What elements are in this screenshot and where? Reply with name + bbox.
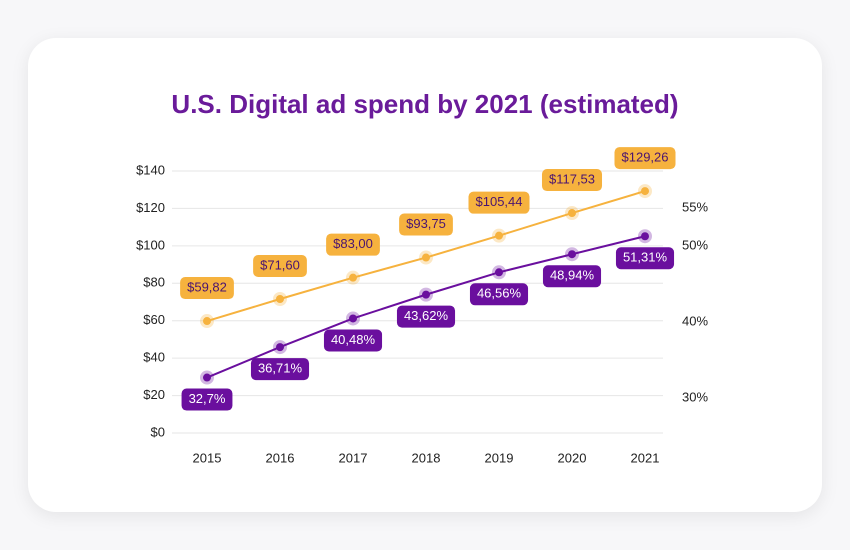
label-bg bbox=[396, 305, 456, 328]
value-label: $117,53 bbox=[549, 171, 595, 186]
value-label: 46,56% bbox=[477, 286, 522, 301]
value-label: 48,94% bbox=[550, 268, 595, 283]
value-label: 40,48% bbox=[331, 332, 376, 347]
value-label: $83,00 bbox=[333, 236, 373, 251]
data-point bbox=[273, 340, 287, 355]
y-tick-label: $0 bbox=[151, 424, 165, 439]
x-tick-label: 2021 bbox=[631, 450, 660, 465]
value-label: 36,71% bbox=[258, 361, 303, 376]
y-tick-label: $120 bbox=[136, 200, 165, 215]
label-bg bbox=[180, 277, 234, 300]
label-bg bbox=[399, 213, 453, 236]
x-tick-label: 2019 bbox=[485, 450, 514, 465]
label-bg bbox=[326, 233, 380, 256]
value-label: 32,7% bbox=[189, 391, 226, 406]
value-label: $105,44 bbox=[476, 194, 523, 209]
value-label: $59,82 bbox=[187, 279, 227, 294]
data-point bbox=[200, 314, 214, 329]
value-label: $93,75 bbox=[406, 216, 446, 231]
y2-tick-label: 50% bbox=[682, 238, 708, 253]
data-point bbox=[346, 311, 360, 326]
y-tick-label: $80 bbox=[143, 275, 165, 290]
x-tick-label: 2017 bbox=[339, 450, 368, 465]
data-point bbox=[419, 287, 433, 302]
label-bg bbox=[250, 358, 310, 381]
y2-tick-label: 30% bbox=[682, 390, 708, 405]
data-point bbox=[492, 228, 506, 243]
value-label: $129,26 bbox=[622, 150, 669, 165]
value-label: 43,62% bbox=[404, 308, 449, 323]
data-point bbox=[273, 292, 287, 307]
data-point bbox=[638, 229, 652, 244]
y-tick-label: $60 bbox=[143, 312, 165, 327]
y2-tick-label: 40% bbox=[682, 314, 708, 329]
y-tick-label: $140 bbox=[136, 162, 165, 177]
data-point bbox=[200, 370, 214, 385]
y-tick-label: $20 bbox=[143, 387, 165, 402]
value-label: 51,31% bbox=[623, 250, 668, 265]
label-bg bbox=[181, 388, 233, 411]
data-point bbox=[419, 250, 433, 265]
x-tick-label: 2020 bbox=[558, 450, 587, 465]
label-bg bbox=[323, 329, 383, 352]
data-point bbox=[492, 265, 506, 280]
y2-tick-label: 55% bbox=[682, 200, 708, 215]
label-bg bbox=[614, 147, 676, 170]
label-bg bbox=[542, 265, 602, 288]
y-tick-label: $100 bbox=[136, 237, 165, 252]
x-tick-label: 2015 bbox=[193, 450, 222, 465]
y-tick-label: $40 bbox=[143, 350, 165, 365]
label-bg bbox=[469, 283, 529, 306]
chart-title: U.S. Digital ad spend by 2021 (estimated… bbox=[171, 89, 678, 119]
x-tick-label: 2018 bbox=[412, 450, 441, 465]
data-point bbox=[638, 184, 652, 199]
label-bg bbox=[541, 169, 603, 192]
label-bg bbox=[615, 247, 675, 270]
value-label: $71,60 bbox=[260, 257, 300, 272]
data-point bbox=[565, 247, 579, 262]
x-tick-label: 2016 bbox=[266, 450, 295, 465]
data-point bbox=[565, 206, 579, 221]
data-point bbox=[346, 270, 360, 285]
label-bg bbox=[468, 191, 530, 214]
label-bg bbox=[253, 255, 307, 278]
